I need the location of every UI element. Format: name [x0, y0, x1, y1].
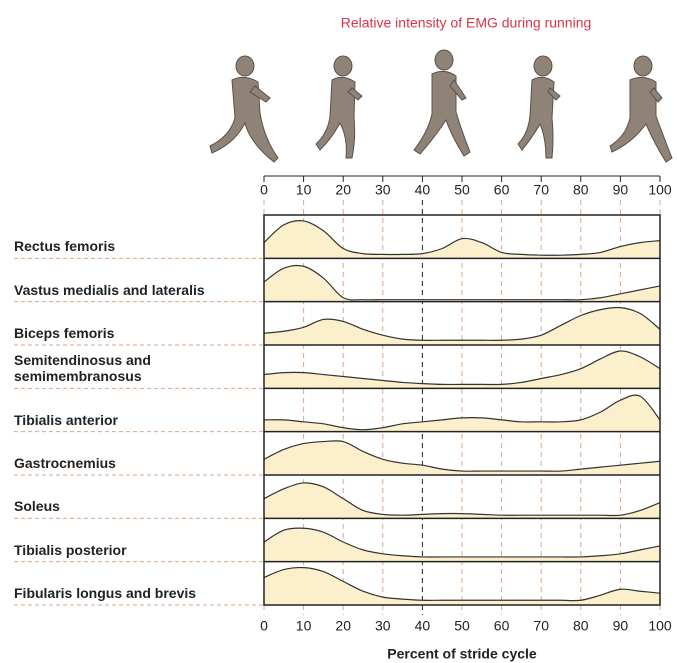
x-tick-label: 30 [375, 618, 391, 634]
muscle-label: Vastus medialis and lateralis [14, 282, 254, 298]
muscle-label: Rectus femoris [14, 238, 254, 254]
muscle-label: Semitendinosus and semimembranosus [14, 352, 254, 384]
muscle-label: Biceps femoris [14, 325, 254, 341]
x-tick-label: 70 [533, 182, 549, 198]
x-tick-label: 40 [415, 182, 431, 198]
x-axis-label: Percent of stride cycle [387, 646, 537, 662]
x-tick-label: 0 [260, 182, 268, 198]
muscle-label: Soleus [14, 498, 254, 514]
x-tick-label: 40 [415, 618, 431, 634]
x-tick-label: 60 [494, 618, 510, 634]
x-tick-label: 30 [375, 182, 391, 198]
x-tick-label: 20 [335, 618, 351, 634]
x-tick-label: 80 [573, 618, 589, 634]
x-tick-label: 80 [573, 182, 589, 198]
x-tick-label: 10 [296, 182, 312, 198]
chart-title: Relative intensity of EMG during running [341, 15, 592, 31]
runners [210, 50, 672, 162]
x-tick-label: 90 [613, 182, 629, 198]
x-tick-label: 70 [533, 618, 549, 634]
muscle-label: Fibularis longus and brevis [14, 585, 254, 601]
x-tick-label: 50 [454, 182, 470, 198]
x-tick-label: 50 [454, 618, 470, 634]
x-tick-label: 10 [296, 618, 312, 634]
x-tick-label: 100 [648, 618, 672, 634]
page: Relative intensity of EMG during running… [0, 0, 677, 663]
muscle-label: Tibialis posterior [14, 542, 254, 558]
muscle-label: Tibialis anterior [14, 412, 254, 428]
x-tick-label: 60 [494, 182, 510, 198]
x-tick-label: 20 [335, 182, 351, 198]
muscle-label: Gastrocnemius [14, 455, 254, 471]
x-tick-label: 90 [613, 618, 629, 634]
x-tick-label: 0 [260, 618, 268, 634]
x-tick-label: 100 [648, 182, 672, 198]
